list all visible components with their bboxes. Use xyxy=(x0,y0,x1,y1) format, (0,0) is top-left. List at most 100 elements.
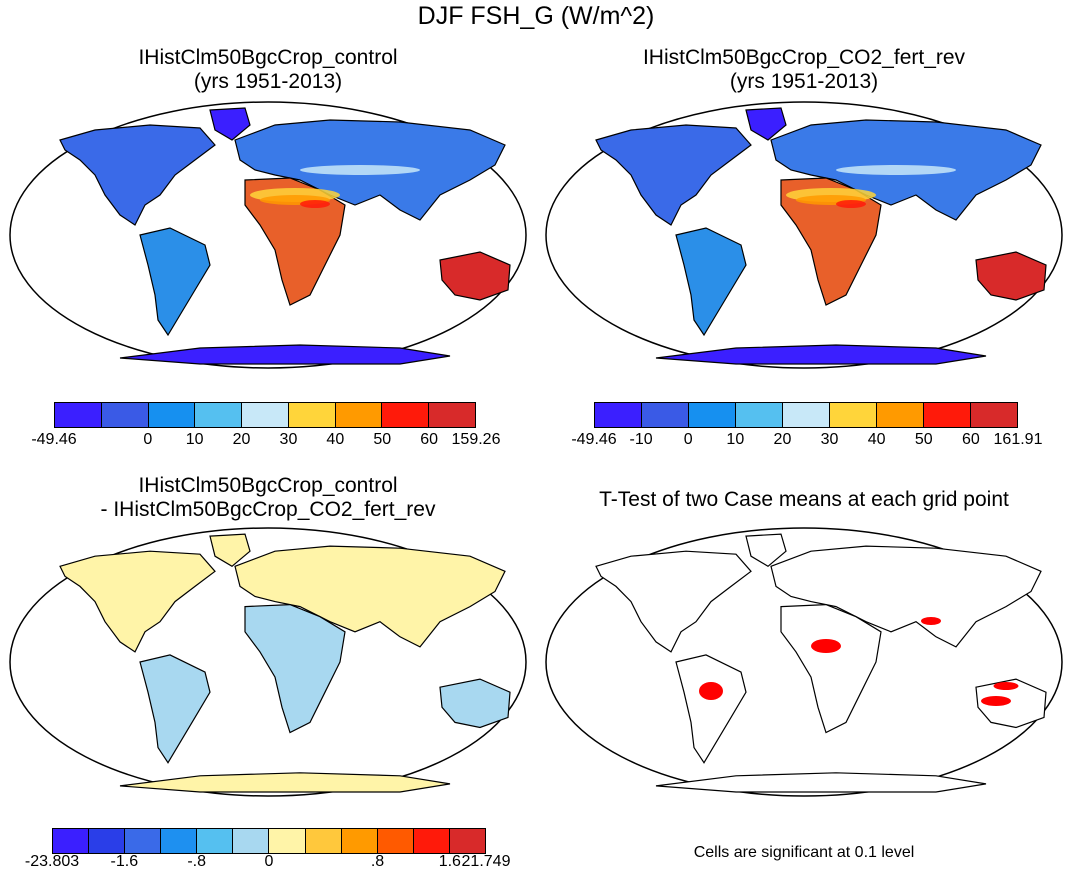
colorbar-swatch xyxy=(736,403,783,427)
colorbar-tick-label: -23.803 xyxy=(24,853,80,870)
colorbar-tick-label: 161.91 xyxy=(993,431,1043,448)
colorbar-swatch xyxy=(125,829,162,853)
continent-south-america xyxy=(675,227,747,337)
continent-australia xyxy=(975,678,1047,729)
continent-greenland xyxy=(745,533,787,568)
colorbar-co2-fert-rev xyxy=(594,402,1018,428)
colorbar-tick-label: 20 xyxy=(232,431,251,448)
continent-north-america xyxy=(595,550,752,653)
colorbar-tick-label: 0 xyxy=(264,853,274,870)
panel4-title-line1: T-Test of two Case means at each grid po… xyxy=(599,488,1009,511)
colorbar-tick-label: -49.46 xyxy=(31,431,77,448)
colorbar-tick-label: 10 xyxy=(726,431,745,448)
colorbar-tick-label: 0 xyxy=(683,431,693,448)
significant-cells xyxy=(699,682,723,700)
colorbar-swatch xyxy=(449,829,485,853)
field-patch xyxy=(836,200,866,208)
colorbar-tick-label: 60 xyxy=(420,431,439,448)
colorbar-tick-label: 21.749 xyxy=(461,853,511,870)
continent-europe-asia xyxy=(234,545,506,648)
panel2-title-line2: (yrs 1951-2013) xyxy=(729,70,879,93)
colorbar-swatch xyxy=(924,403,971,427)
colorbar-swatch xyxy=(971,403,1017,427)
continent-south-america xyxy=(675,654,747,764)
colorbar-difference-labels: -23.803 -1.6 -.8 0 .8 1.6 21.749 xyxy=(25,853,511,873)
colorbar-swatch xyxy=(148,403,196,427)
colorbar-control xyxy=(54,402,476,428)
colorbar-swatch xyxy=(269,829,306,853)
colorbar-co2-fert-rev-labels: -49.46 -10 0 10 20 30 40 50 60 161.91 xyxy=(571,431,1042,451)
field-patch xyxy=(300,200,330,208)
continent-antarctica xyxy=(655,772,987,793)
colorbar-tick-label: -49.46 xyxy=(571,431,617,448)
colorbar-swatch xyxy=(195,403,243,427)
significant-cells xyxy=(811,639,841,653)
colorbar-swatch xyxy=(877,403,924,427)
colorbar-tick-label: 30 xyxy=(279,431,298,448)
colorbar-swatch xyxy=(382,403,430,427)
figure-title: DJF FSH_G (W/m^2) xyxy=(417,2,655,30)
colorbar-swatch xyxy=(305,829,342,853)
colorbar-difference xyxy=(52,828,486,854)
panel4-title: T-Test of two Case means at each grid po… xyxy=(536,488,1072,512)
colorbar-swatch xyxy=(642,403,689,427)
colorbar-tick-label: 159.26 xyxy=(451,431,501,448)
colorbar-tick-label: 40 xyxy=(867,431,886,448)
continent-antarctica xyxy=(119,772,451,793)
colorbar-swatch xyxy=(161,829,198,853)
continent-antarctica xyxy=(119,344,451,365)
colorbar-tick-label: 1.6 xyxy=(438,853,461,870)
map-panel-ttest xyxy=(545,527,1063,797)
significant-cells xyxy=(921,617,941,625)
panel3-title-line2: - IHistClm50BgcCrop_CO2_fert_rev xyxy=(100,498,436,521)
panel1-title-line1: IHistClm50BgcCrop_control xyxy=(138,46,398,69)
panel2-title-line1: IHistClm50BgcCrop_CO2_fert_rev xyxy=(642,46,966,69)
colorbar-swatch xyxy=(689,403,736,427)
colorbar-tick-label: 0 xyxy=(143,431,153,448)
field-patch xyxy=(300,165,420,175)
field-patch xyxy=(836,165,956,175)
continent-australia xyxy=(439,251,511,301)
continent-australia xyxy=(439,678,511,729)
colorbar-swatch xyxy=(830,403,877,427)
continent-greenland xyxy=(209,107,251,141)
continent-north-america xyxy=(595,124,752,226)
colorbar-tick-label: 40 xyxy=(326,431,345,448)
continent-africa xyxy=(780,603,882,734)
continent-south-america xyxy=(139,654,211,764)
colorbar-swatch xyxy=(53,829,90,853)
continent-europe-asia xyxy=(770,545,1042,648)
continent-africa xyxy=(244,603,346,734)
colorbar-swatch xyxy=(242,403,289,427)
colorbar-swatch xyxy=(335,403,383,427)
continent-north-america xyxy=(59,124,216,226)
colorbar-tick-label: 20 xyxy=(773,431,792,448)
continent-greenland xyxy=(745,107,787,141)
map-panel-difference xyxy=(9,527,527,797)
colorbar-swatch xyxy=(288,403,336,427)
colorbar-swatch xyxy=(341,829,378,853)
colorbar-swatch xyxy=(101,403,149,427)
colorbar-swatch xyxy=(55,403,102,427)
map-panel-control xyxy=(9,101,527,369)
colorbar-swatch xyxy=(197,829,234,853)
colorbar-tick-label: 10 xyxy=(185,431,204,448)
colorbar-swatch xyxy=(595,403,642,427)
colorbar-tick-label: .8 xyxy=(370,853,385,870)
panel1-title: IHistClm50BgcCrop_control (yrs 1951-2013… xyxy=(0,46,536,94)
panel3-title: IHistClm50BgcCrop_control - IHistClm50Bg… xyxy=(0,474,536,522)
colorbar-tick-label: 30 xyxy=(820,431,839,448)
continent-south-america xyxy=(139,227,211,337)
colorbar-swatch xyxy=(429,403,476,427)
panel1-title-line2: (yrs 1951-2013) xyxy=(193,70,343,93)
continent-greenland xyxy=(209,533,251,568)
colorbar-swatch xyxy=(413,829,450,853)
significant-cells xyxy=(993,682,1019,690)
colorbar-tick-label: -1.6 xyxy=(110,853,139,870)
colorbar-control-labels: -49.46 0 10 20 30 40 50 60 159.26 xyxy=(31,431,500,451)
continent-antarctica xyxy=(655,344,987,365)
continent-australia xyxy=(975,251,1047,301)
colorbar-swatch xyxy=(233,829,270,853)
colorbar-tick-label: -10 xyxy=(629,431,653,448)
continent-north-america xyxy=(59,550,216,653)
